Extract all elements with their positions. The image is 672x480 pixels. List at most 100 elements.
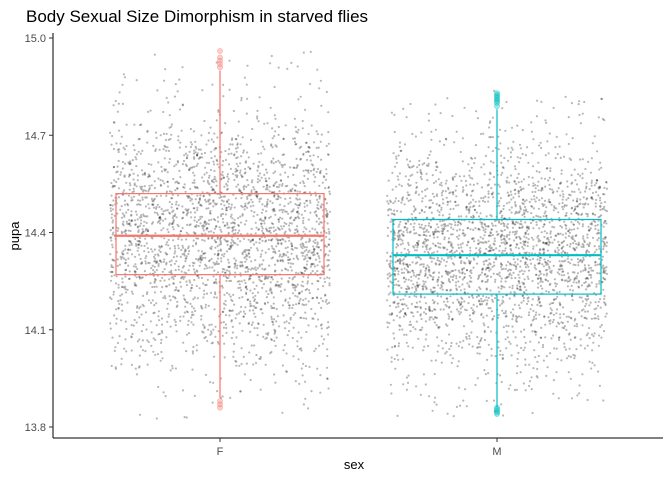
data-point bbox=[601, 240, 604, 243]
data-point bbox=[175, 330, 178, 333]
data-point bbox=[431, 174, 434, 177]
data-point bbox=[251, 238, 255, 241]
data-point bbox=[505, 242, 509, 245]
data-point bbox=[153, 281, 156, 284]
data-point bbox=[419, 271, 422, 274]
data-point bbox=[209, 168, 213, 172]
data-point bbox=[275, 232, 278, 236]
data-point bbox=[527, 238, 530, 241]
data-point bbox=[529, 258, 532, 261]
data-point bbox=[602, 241, 606, 244]
data-point bbox=[483, 234, 486, 237]
data-point bbox=[252, 281, 255, 284]
data-point bbox=[170, 269, 173, 272]
data-point bbox=[256, 196, 259, 199]
data-point bbox=[261, 208, 264, 211]
data-point bbox=[300, 336, 303, 339]
data-point bbox=[223, 195, 226, 198]
data-point bbox=[487, 183, 490, 186]
data-point bbox=[254, 294, 257, 297]
data-point bbox=[228, 88, 231, 91]
data-point bbox=[423, 227, 426, 230]
data-point bbox=[170, 203, 174, 206]
data-point bbox=[484, 195, 487, 198]
data-point bbox=[291, 306, 294, 310]
data-point bbox=[511, 231, 514, 234]
data-point bbox=[411, 173, 414, 176]
data-point bbox=[428, 318, 431, 321]
data-point bbox=[555, 312, 558, 315]
data-point bbox=[560, 260, 564, 263]
data-point bbox=[190, 305, 194, 308]
data-point bbox=[514, 223, 517, 226]
data-point bbox=[475, 305, 479, 308]
data-point bbox=[202, 224, 205, 227]
data-point bbox=[274, 381, 277, 384]
data-point bbox=[124, 269, 127, 272]
data-point bbox=[203, 293, 206, 296]
data-point bbox=[139, 199, 142, 202]
data-point bbox=[430, 130, 433, 133]
data-point bbox=[134, 367, 137, 370]
data-point bbox=[307, 324, 310, 327]
data-point bbox=[437, 245, 440, 249]
data-point bbox=[421, 245, 424, 248]
data-point bbox=[295, 130, 298, 133]
data-point bbox=[213, 296, 216, 299]
data-point bbox=[315, 231, 318, 234]
data-point bbox=[427, 112, 430, 115]
data-point bbox=[293, 183, 296, 186]
data-point bbox=[498, 304, 502, 307]
data-point bbox=[155, 285, 158, 288]
data-point bbox=[515, 265, 518, 268]
data-point bbox=[298, 292, 301, 295]
data-point bbox=[454, 189, 457, 192]
data-point bbox=[403, 143, 407, 146]
data-point bbox=[291, 248, 294, 251]
data-point bbox=[440, 284, 443, 287]
data-point bbox=[571, 298, 574, 302]
data-point bbox=[235, 169, 238, 172]
data-point bbox=[325, 215, 328, 218]
data-point bbox=[463, 291, 466, 294]
data-point bbox=[434, 169, 438, 172]
data-point bbox=[213, 253, 216, 256]
data-point bbox=[409, 102, 412, 106]
data-point bbox=[523, 286, 526, 289]
data-point bbox=[597, 315, 600, 318]
data-point bbox=[580, 309, 584, 312]
data-point bbox=[539, 284, 543, 287]
data-point bbox=[162, 213, 165, 216]
data-point bbox=[187, 208, 190, 211]
data-point bbox=[554, 146, 557, 149]
data-point bbox=[582, 206, 585, 209]
data-point bbox=[295, 228, 298, 231]
data-point bbox=[203, 119, 206, 123]
data-point bbox=[515, 344, 519, 347]
data-point bbox=[301, 180, 305, 183]
data-point bbox=[501, 356, 504, 360]
data-point bbox=[117, 177, 120, 180]
data-point bbox=[410, 279, 413, 282]
data-point bbox=[600, 323, 603, 327]
data-point bbox=[328, 192, 331, 196]
data-point bbox=[585, 251, 588, 254]
data-point bbox=[402, 234, 405, 237]
data-point bbox=[275, 145, 278, 148]
data-point bbox=[519, 157, 522, 160]
data-point bbox=[574, 208, 577, 211]
data-point bbox=[296, 190, 299, 193]
data-point bbox=[285, 254, 288, 257]
data-point bbox=[162, 210, 165, 213]
data-point bbox=[236, 146, 239, 149]
data-point bbox=[469, 249, 472, 252]
data-point bbox=[542, 359, 546, 362]
data-point bbox=[240, 99, 243, 102]
data-point bbox=[153, 271, 156, 274]
data-point bbox=[233, 266, 236, 269]
data-point bbox=[142, 213, 145, 216]
data-point bbox=[262, 231, 265, 235]
data-point bbox=[442, 228, 445, 231]
data-point bbox=[487, 266, 490, 269]
data-point bbox=[285, 370, 289, 373]
